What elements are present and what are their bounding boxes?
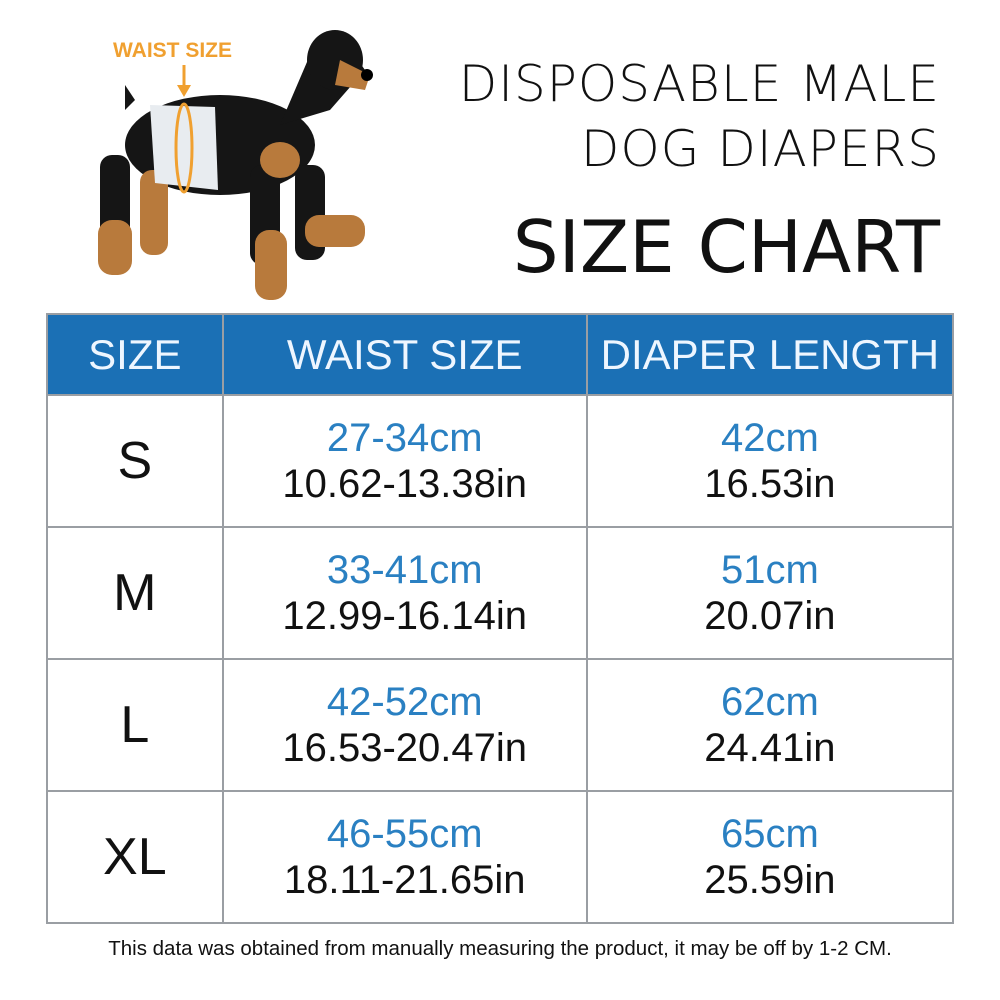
length-cell: 51cm 20.07in <box>585 526 955 660</box>
table-row: M 33-41cm 12.99-16.14in 51cm 20.07in <box>46 526 955 660</box>
waist-in: 18.11-21.65in <box>283 858 526 902</box>
dog-diaper-illustration: WAIST SIZE <box>98 30 373 300</box>
header-size: SIZE <box>46 313 224 396</box>
table-row: L 42-52cm 16.53-20.47in 62cm 24.41in <box>46 658 955 792</box>
size-cell: XL <box>46 790 224 924</box>
waist-cm: 33-41cm <box>326 548 483 592</box>
waist-size-label: WAIST SIZE <box>113 39 232 62</box>
table-header-row: SIZE WAIST SIZE DIAPER LENGTH <box>46 313 955 396</box>
length-cell: 65cm 25.59in <box>585 790 955 924</box>
table-row: S 27-34cm 10.62-13.38in 42cm 16.53in <box>46 394 955 528</box>
title-line-2: DOG DIAPERS <box>580 120 940 178</box>
waist-cell: 27-34cm 10.62-13.38in <box>221 394 588 528</box>
arrow-head-icon <box>177 85 191 97</box>
waist-cm: 27-34cm <box>326 416 483 460</box>
length-in: 20.07in <box>704 594 836 638</box>
size-cell: L <box>46 658 224 792</box>
length-cm: 51cm <box>720 548 819 592</box>
waist-in: 12.99-16.14in <box>282 594 528 638</box>
length-cell: 42cm 16.53in <box>585 394 955 528</box>
dog-figure <box>98 30 373 300</box>
title-line-1: DISPOSABLE MALE <box>458 55 940 113</box>
table-row: XL 46-55cm 18.11-21.65in 65cm 25.59in <box>46 790 955 924</box>
measurement-note: This data was obtained from manually mea… <box>108 937 892 960</box>
waist-cm: 42-52cm <box>326 680 483 724</box>
size-chart-title: SIZE CHART <box>512 205 940 289</box>
waist-cell: 46-55cm 18.11-21.65in <box>221 790 588 924</box>
length-cell: 62cm 24.41in <box>585 658 955 792</box>
length-cm: 62cm <box>720 680 819 724</box>
header-diaper-length: DIAPER LENGTH <box>585 313 955 396</box>
header-waist-size: WAIST SIZE <box>221 313 588 396</box>
size-table: SIZE WAIST SIZE DIAPER LENGTH S 27-34cm 1… <box>46 313 955 924</box>
length-in: 24.41in <box>704 726 836 770</box>
waist-in: 10.62-13.38in <box>282 462 528 506</box>
waist-cell: 33-41cm 12.99-16.14in <box>221 526 588 660</box>
length-cm: 42cm <box>720 416 819 460</box>
waist-cm: 46-55cm <box>326 812 483 856</box>
length-in: 25.59in <box>704 858 836 902</box>
waist-in: 16.53-20.47in <box>282 726 528 770</box>
length-cm: 65cm <box>720 812 819 856</box>
size-cell: M <box>46 526 224 660</box>
length-in: 16.53in <box>704 462 836 506</box>
waist-cell: 42-52cm 16.53-20.47in <box>221 658 588 792</box>
size-cell: S <box>46 394 224 528</box>
